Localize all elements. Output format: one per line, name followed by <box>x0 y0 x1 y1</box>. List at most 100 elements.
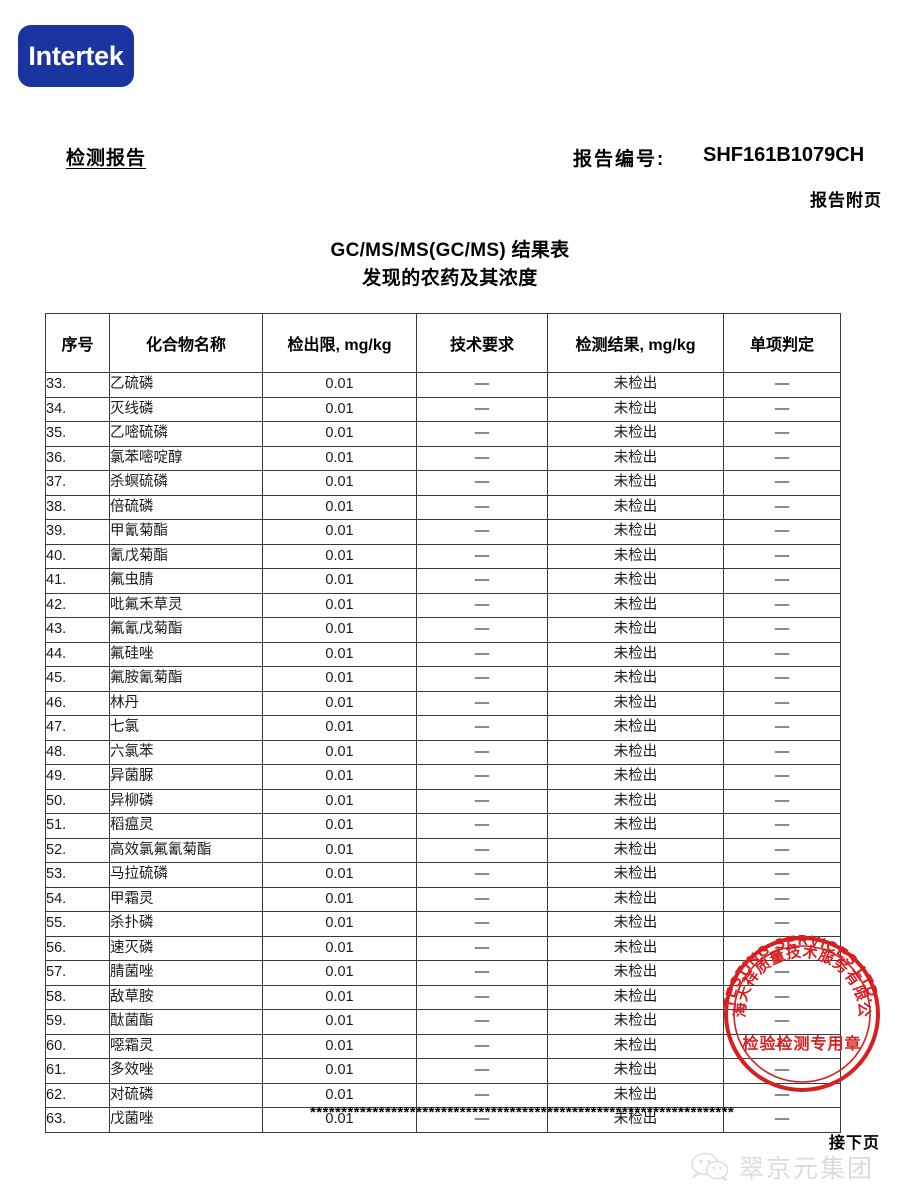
cell-index: 62. <box>45 1082 110 1108</box>
cell-index: 61. <box>45 1058 110 1084</box>
cell-technical-spec: — <box>416 862 548 888</box>
cell-test-result: 未检出 <box>547 445 724 471</box>
cell-compound-name: 氟硅唑 <box>109 641 263 667</box>
cell-index: 63. <box>45 1107 110 1133</box>
cell-test-result: 未检出 <box>547 788 724 814</box>
cell-judgment: — <box>723 715 841 741</box>
cell-compound-name: 氟氰戊菊酯 <box>109 617 263 643</box>
cell-detection-limit: 0.01 <box>262 886 417 912</box>
cell-detection-limit: 0.01 <box>262 837 417 863</box>
report-number-label: 报告编号: <box>573 149 666 170</box>
table-row: 50. 异柳磷 0.01— 未检出 — <box>45 788 841 814</box>
cell-index: 44. <box>45 641 110 667</box>
cell-compound-name: 异菌脲 <box>109 764 263 790</box>
cell-technical-spec: — <box>416 935 548 961</box>
cell-judgment: — <box>723 617 841 643</box>
cell-index: 34. <box>45 396 110 422</box>
cell-index: 55. <box>45 911 110 937</box>
cell-index: 33. <box>45 372 110 398</box>
cell-compound-name: 倍硫磷 <box>109 494 263 520</box>
cell-index: 57. <box>45 960 110 986</box>
cell-judgment: — <box>723 592 841 618</box>
cell-compound-name: 腈菌唑 <box>109 960 263 986</box>
cell-index: 38. <box>45 494 110 520</box>
cell-index: 45. <box>45 666 110 692</box>
cell-detection-limit: 0.01 <box>262 813 417 839</box>
cell-index: 56. <box>45 935 110 961</box>
cell-judgment: — <box>723 911 841 937</box>
cell-judgment: — <box>723 372 841 398</box>
table-row: 35. 乙嘧硫磷 0.01— 未检出 — <box>45 421 841 447</box>
cell-technical-spec: — <box>416 519 548 545</box>
cell-technical-spec: — <box>416 666 548 692</box>
cell-detection-limit: 0.01 <box>262 690 417 716</box>
logo-text: Intertek <box>28 40 124 71</box>
cell-technical-spec: — <box>416 641 548 667</box>
cell-compound-name: 七氯 <box>109 715 263 741</box>
cell-compound-name: 氰戊菊酯 <box>109 543 263 569</box>
column-header-lod: 检出限, mg/kg <box>262 313 417 373</box>
cell-test-result: 未检出 <box>547 960 724 986</box>
cell-test-result: 未检出 <box>547 813 724 839</box>
cell-technical-spec: — <box>416 1107 548 1133</box>
cell-judgment: — <box>723 421 841 447</box>
continued-next-page-label: 接下页 <box>828 1135 880 1152</box>
cell-technical-spec: — <box>416 421 548 447</box>
column-header-result: 检测结果, mg/kg <box>547 313 724 373</box>
cell-detection-limit: 0.01 <box>262 666 417 692</box>
cell-compound-name: 戊菌唑 <box>109 1107 263 1133</box>
table-row: 33. 乙硫磷 0.01— 未检出 — <box>45 372 841 398</box>
table-row: 61. 多效唑 0.01— 未检出 — <box>45 1058 841 1084</box>
table-header-row: 序号 化合物名称 检出限, mg/kg 技术要求 检测结果, mg/kg 单项判… <box>45 313 841 373</box>
cell-test-result: 未检出 <box>547 715 724 741</box>
cell-detection-limit: 0.01 <box>262 592 417 618</box>
cell-test-result: 未检出 <box>547 641 724 667</box>
table-row: 60. 噁霜灵 0.01— 未检出 — <box>45 1033 841 1059</box>
cell-technical-spec: — <box>416 1033 548 1059</box>
cell-index: 42. <box>45 592 110 618</box>
cell-index: 60. <box>45 1033 110 1059</box>
cell-test-result: 未检出 <box>547 764 724 790</box>
cell-technical-spec: — <box>416 788 548 814</box>
cell-test-result: 未检出 <box>547 494 724 520</box>
table-row: 54. 甲霜灵 0.01— 未检出 — <box>45 886 841 912</box>
cell-compound-name: 氯苯嘧啶醇 <box>109 445 263 471</box>
cell-test-result: 未检出 <box>547 421 724 447</box>
cell-technical-spec: — <box>416 984 548 1010</box>
cell-test-result: 未检出 <box>547 984 724 1010</box>
cell-judgment: — <box>723 935 841 961</box>
cell-detection-limit: 0.01 <box>262 445 417 471</box>
cell-compound-name: 多效唑 <box>109 1058 263 1084</box>
cell-detection-limit: 0.01 <box>262 739 417 765</box>
cell-detection-limit: 0.01 <box>262 421 417 447</box>
table-row: 36. 氯苯嘧啶醇 0.01— 未检出 — <box>45 445 841 471</box>
table-row: 59. 酞菌酯 0.01— 未检出 — <box>45 1009 841 1035</box>
intertek-logo: Intertek <box>18 25 134 87</box>
cell-index: 46. <box>45 690 110 716</box>
cell-technical-spec: — <box>416 690 548 716</box>
cell-compound-name: 杀扑磷 <box>109 911 263 937</box>
cell-judgment: — <box>723 470 841 496</box>
cell-detection-limit: 0.01 <box>262 862 417 888</box>
cell-compound-name: 稻瘟灵 <box>109 813 263 839</box>
cell-index: 49. <box>45 764 110 790</box>
cell-compound-name: 对硫磷 <box>109 1082 263 1108</box>
cell-technical-spec: — <box>416 543 548 569</box>
cell-detection-limit: 0.01 <box>262 935 417 961</box>
cell-judgment: — <box>723 862 841 888</box>
cell-judgment: — <box>723 1009 841 1035</box>
cell-technical-spec: — <box>416 1082 548 1108</box>
table-row: 56. 速灭磷 0.01— 未检出 — <box>45 935 841 961</box>
cell-judgment: — <box>723 960 841 986</box>
cell-index: 41. <box>45 568 110 594</box>
cell-technical-spec: — <box>416 837 548 863</box>
column-header-compound: 化合物名称 <box>109 313 263 373</box>
cell-technical-spec: — <box>416 372 548 398</box>
cell-detection-limit: 0.01 <box>262 568 417 594</box>
cell-detection-limit: 0.01 <box>262 1009 417 1035</box>
column-header-index: 序号 <box>45 313 110 373</box>
cell-judgment: — <box>723 837 841 863</box>
cell-compound-name: 氟虫腈 <box>109 568 263 594</box>
cell-technical-spec: — <box>416 470 548 496</box>
cell-compound-name: 六氯苯 <box>109 739 263 765</box>
